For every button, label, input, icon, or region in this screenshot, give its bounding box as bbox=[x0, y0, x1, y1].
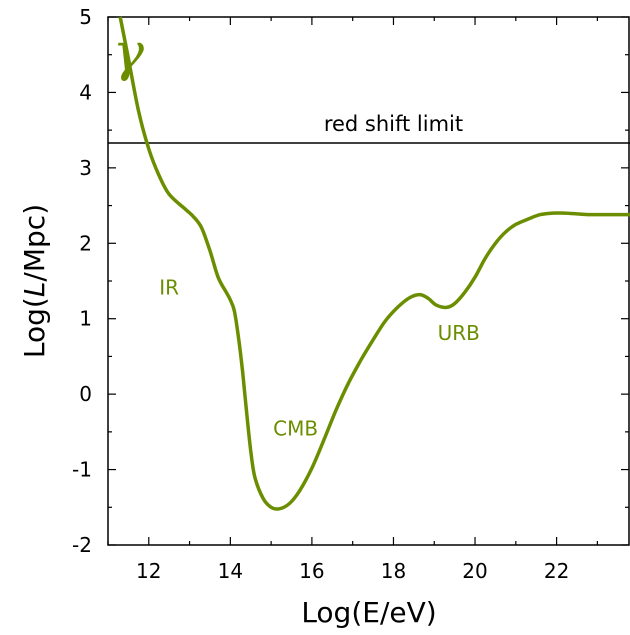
plot-frame bbox=[107, 16, 630, 546]
y-tick-label: 0 bbox=[79, 382, 92, 406]
x-axis-ticks: 12 14 16 18 20 22 bbox=[107, 17, 598, 583]
y-tick-label: -1 bbox=[72, 458, 92, 482]
y-tick-label: 2 bbox=[79, 231, 92, 255]
y-tick-label: 1 bbox=[79, 307, 92, 331]
x-tick-label: 22 bbox=[544, 559, 569, 583]
region-annotation: CMB bbox=[273, 417, 318, 441]
red-shift-limit-label: red shift limit bbox=[324, 112, 463, 136]
y-axis-label-italic: L bbox=[18, 282, 51, 298]
annotations: γ IR CMB URB bbox=[113, 23, 480, 441]
y-tick-label: -2 bbox=[72, 533, 92, 557]
y-tick-label: 3 bbox=[79, 156, 92, 180]
x-tick-label: 20 bbox=[462, 559, 487, 583]
y-axis-label-prefix: Log( bbox=[18, 297, 51, 358]
x-axis-label: Log(E/eV) bbox=[301, 596, 436, 629]
y-tick-label: 4 bbox=[79, 80, 92, 104]
gamma-annotation: γ bbox=[113, 23, 145, 83]
series-line bbox=[118, 16, 630, 511]
x-tick-label: 12 bbox=[136, 559, 161, 583]
x-tick-label: 18 bbox=[381, 559, 406, 583]
y-axis-ticks: -2 -1 0 1 2 3 4 5 bbox=[72, 5, 629, 557]
y-axis-label-suffix: /Mpc) bbox=[18, 204, 51, 282]
region-annotation: IR bbox=[159, 276, 179, 300]
y-tick-label: 5 bbox=[79, 5, 92, 29]
x-tick-label: 14 bbox=[218, 559, 243, 583]
x-tick-label: 16 bbox=[299, 559, 324, 583]
region-annotation: URB bbox=[438, 321, 480, 345]
y-axis-label: Log(L/Mpc) bbox=[18, 204, 51, 358]
